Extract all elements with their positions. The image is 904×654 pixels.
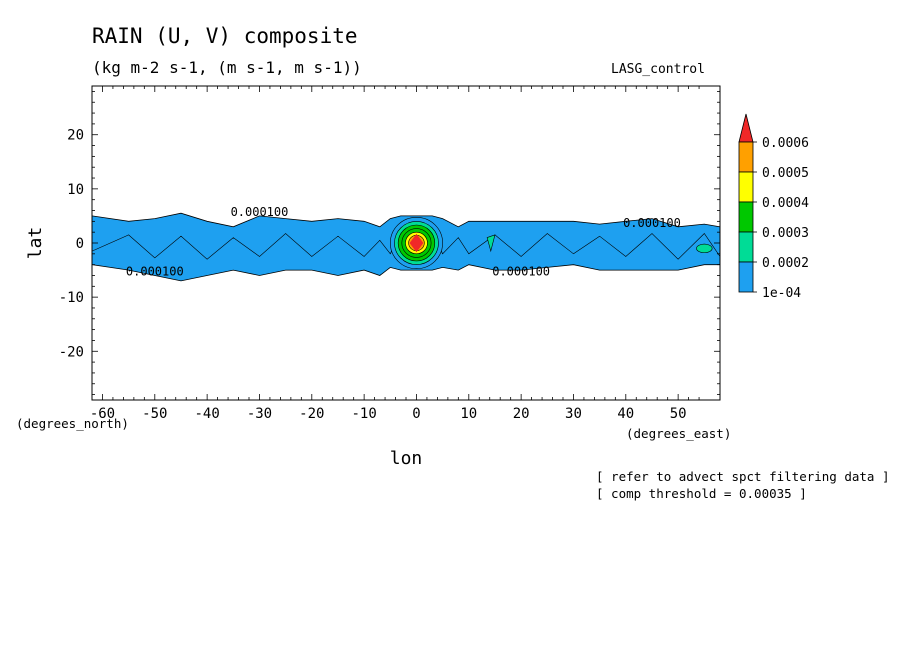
colorbar-legend: 0.0006 0.0005 0.0004 0.0003 0.0002 1e-04: [738, 113, 809, 301]
y-tick-label: -10: [59, 290, 84, 306]
axis-ticks: [92, 86, 720, 400]
x-tick-label: -40: [194, 406, 219, 422]
contour-label: 0.000100: [231, 205, 289, 219]
y-units-label: (degrees_north): [16, 416, 129, 431]
x-tick-label: 10: [460, 406, 477, 422]
x-tick-label: -60: [90, 406, 115, 422]
y-axis-title: lat: [25, 227, 46, 260]
y-tick-label: 0: [76, 236, 84, 252]
x-axis-title: lon: [390, 448, 423, 469]
x-tick-label: 0: [412, 406, 420, 422]
colorbar-label: 0.0005: [762, 166, 809, 181]
note-threshold: [ comp threshold = 0.00035 ]: [596, 486, 807, 501]
y-tick-label: -20: [59, 344, 84, 360]
x-tick-label: -50: [142, 406, 167, 422]
colorbar-swatch: [738, 141, 754, 173]
x-tick-label: 30: [565, 406, 582, 422]
x-tick-label: 20: [513, 406, 530, 422]
x-tick-label: -30: [247, 406, 272, 422]
colorbar-label: 0.0003: [762, 226, 809, 241]
x-units-label: (degrees_east): [626, 426, 731, 441]
x-tick-label: -20: [299, 406, 324, 422]
colorbar-label: 0.0002: [762, 256, 809, 271]
secondary-feature: [696, 243, 713, 254]
colorbar-swatch: [738, 261, 754, 293]
colorbar-label: 0.0004: [762, 196, 809, 211]
peak-maximum-marker: [409, 233, 424, 253]
rain-field-layer: 0.000100 0.000100 0.000100 0.000100: [91, 205, 721, 282]
y-tick-label: 20: [67, 128, 84, 144]
chart-title: RAIN (U, V) composite: [92, 24, 358, 48]
chart-units-subtitle: (kg m-2 s-1, (m s-1, m s-1)): [92, 58, 362, 77]
contour-label: 0.000100: [623, 216, 681, 230]
dataset-label: LASG_control: [611, 62, 705, 77]
x-tick-label: 50: [670, 406, 687, 422]
secondary-feature: [486, 234, 496, 253]
colorbar-swatch: [738, 171, 754, 203]
axis-labels: -60 -50 -40 -30 -20 -10 0 10 20 30 40 50 20 10 0 -10 -20…: [16, 128, 731, 469]
x-tick-label: 40: [617, 406, 634, 422]
colorbar-label: 0.0006: [762, 136, 809, 151]
colorbar-swatch: [738, 231, 754, 263]
colorbar-label: 1e-04: [762, 286, 801, 301]
x-tick-label: -10: [351, 406, 376, 422]
colorbar-max-triangle: [738, 113, 754, 143]
note-filtering: [ refer to advect spct filtering data ]: [596, 469, 890, 484]
y-tick-label: 10: [67, 182, 84, 198]
contour-label: 0.000100: [126, 264, 184, 278]
colorbar-swatch: [738, 201, 754, 233]
contour-label: 0.000100: [492, 264, 550, 278]
